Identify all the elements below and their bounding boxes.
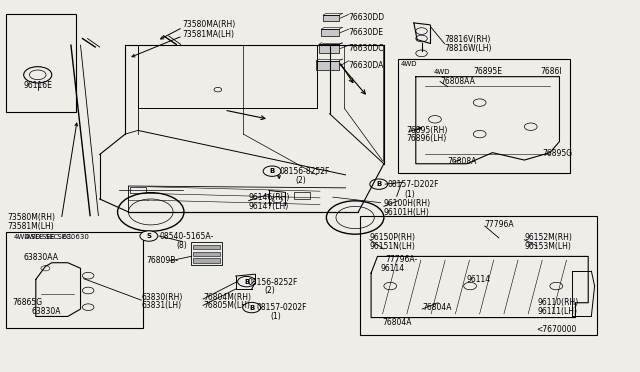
- Bar: [6, 14, 76, 112]
- Text: 08540-5165A-: 08540-5165A-: [159, 231, 213, 241]
- Circle shape: [237, 276, 255, 287]
- Text: 73581M(LH): 73581M(LH): [7, 222, 54, 231]
- Bar: [193, 245, 220, 249]
- Text: 96110(RH): 96110(RH): [537, 298, 579, 307]
- Text: 96116E: 96116E: [23, 81, 52, 90]
- Text: 76630DE: 76630DE: [349, 28, 384, 37]
- Bar: [6, 232, 143, 328]
- Text: 4WD: 4WD: [401, 61, 418, 67]
- Bar: [360, 217, 596, 335]
- Text: 78816W(LH): 78816W(LH): [445, 44, 492, 52]
- Text: 96100H(RH): 96100H(RH): [384, 199, 431, 208]
- Bar: [398, 59, 570, 173]
- Text: 76630DC: 76630DC: [349, 44, 384, 53]
- Text: SEE SEC. 630: SEE SEC. 630: [42, 234, 89, 240]
- Text: (1): (1): [404, 190, 415, 199]
- Text: 7686I: 7686I: [540, 67, 562, 76]
- Text: (2): (2): [264, 286, 275, 295]
- Text: 77796A-: 77796A-: [385, 255, 417, 264]
- Text: 96114: 96114: [467, 275, 491, 284]
- Text: 73580MA(RH): 73580MA(RH): [182, 20, 236, 29]
- Text: 76804A: 76804A: [382, 318, 412, 327]
- Text: 76630DA: 76630DA: [349, 61, 384, 70]
- Text: 96147(LH): 96147(LH): [248, 202, 289, 211]
- Bar: [316, 61, 339, 70]
- Text: (8): (8): [176, 241, 187, 250]
- Text: <7670000: <7670000: [536, 325, 576, 334]
- Text: 73581MA(LH): 73581MA(LH): [182, 29, 235, 39]
- Text: 76804A: 76804A: [422, 303, 452, 312]
- Text: B: B: [269, 168, 275, 174]
- Bar: [130, 187, 146, 193]
- Circle shape: [243, 302, 260, 313]
- Bar: [193, 258, 220, 263]
- Text: 76895(RH): 76895(RH): [406, 126, 447, 135]
- Text: 63831(LH): 63831(LH): [141, 301, 181, 310]
- Text: 96151N(LH): 96151N(LH): [370, 241, 416, 250]
- Text: B: B: [249, 305, 254, 311]
- Text: 76630DD: 76630DD: [349, 13, 385, 22]
- Text: 73580M(RH): 73580M(RH): [7, 213, 55, 222]
- Text: 76808AA: 76808AA: [440, 77, 475, 86]
- Text: 76895G: 76895G: [542, 149, 572, 158]
- Text: 4WD: 4WD: [434, 69, 450, 75]
- Text: S: S: [147, 233, 151, 239]
- Text: 76808A: 76808A: [448, 157, 477, 166]
- Text: 96114: 96114: [381, 264, 404, 273]
- Text: 63830(RH): 63830(RH): [141, 293, 182, 302]
- Text: 78816V(RH): 78816V(RH): [445, 35, 491, 44]
- Text: 63830AA: 63830AA: [23, 253, 58, 262]
- Text: SEE SEC. 630: SEE SEC. 630: [31, 234, 76, 240]
- Circle shape: [263, 166, 281, 176]
- Text: 96146(RH): 96146(RH): [248, 193, 290, 202]
- Bar: [321, 29, 339, 36]
- Text: 96153M(LH): 96153M(LH): [524, 241, 572, 250]
- Circle shape: [24, 67, 52, 83]
- Bar: [294, 192, 310, 199]
- Text: (2): (2): [296, 176, 307, 185]
- Text: 08156-8252F: 08156-8252F: [248, 278, 298, 287]
- Circle shape: [370, 179, 388, 189]
- Text: 76895E: 76895E: [473, 67, 502, 76]
- Text: 08157-0202F: 08157-0202F: [256, 303, 307, 312]
- Text: B: B: [244, 279, 249, 285]
- Text: 77796A: 77796A: [484, 221, 515, 230]
- Text: 08157-D202F: 08157-D202F: [387, 180, 438, 189]
- Bar: [191, 242, 221, 264]
- Circle shape: [140, 231, 158, 241]
- Text: 76809B-: 76809B-: [147, 256, 179, 265]
- Text: 08156-8252F: 08156-8252F: [280, 167, 330, 176]
- Text: 96152M(RH): 96152M(RH): [524, 232, 572, 242]
- Bar: [319, 44, 339, 52]
- Text: 4WD: 4WD: [25, 234, 42, 240]
- Text: 63830A: 63830A: [31, 307, 61, 316]
- Bar: [323, 15, 339, 21]
- Text: 4WD: 4WD: [13, 234, 30, 240]
- Text: (1): (1): [270, 312, 281, 321]
- Text: 76865G: 76865G: [12, 298, 42, 307]
- Text: 96101H(LH): 96101H(LH): [384, 208, 429, 217]
- Text: B: B: [376, 181, 381, 187]
- Text: 76896(LH): 76896(LH): [406, 134, 447, 144]
- Text: 96150P(RH): 96150P(RH): [370, 232, 416, 242]
- Text: 76804M(RH): 76804M(RH): [203, 293, 251, 302]
- Text: 76805M(LH): 76805M(LH): [203, 301, 250, 310]
- Bar: [193, 251, 220, 256]
- Text: 96111(LH): 96111(LH): [537, 307, 577, 316]
